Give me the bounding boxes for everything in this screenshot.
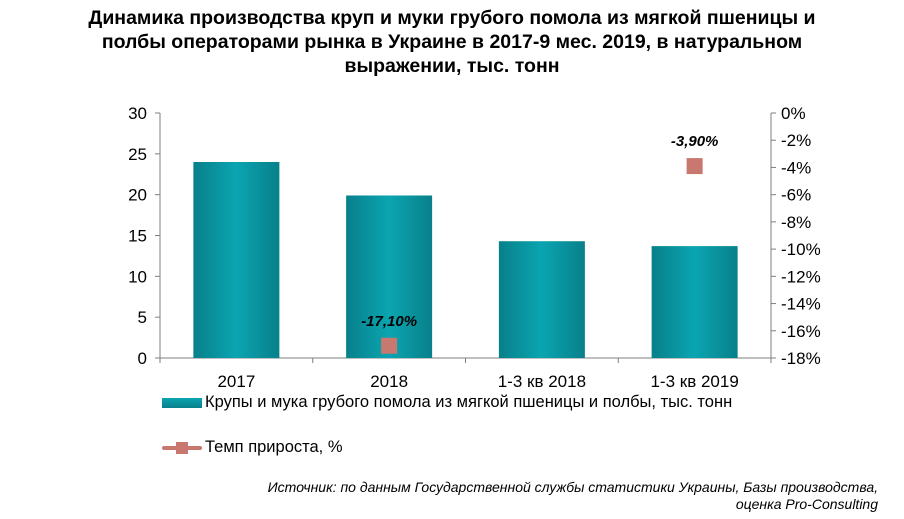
legend-bars-label: Крупы и мука грубого помола из мягкой пш… — [205, 393, 733, 411]
growth-data-label: -17,10% — [361, 313, 417, 330]
source-line-2: оценка Pro-Consulting — [735, 496, 878, 512]
growth-data-label: -3,90% — [671, 133, 719, 150]
right-tick-label: -8% — [781, 213, 811, 232]
right-tick-label: -16% — [781, 322, 821, 341]
bar — [651, 246, 738, 358]
legend-line-swatch — [162, 441, 202, 455]
chart-title-line-3: выражении, тыс. тонн — [344, 55, 560, 77]
category-label: 2018 — [370, 372, 408, 391]
legend-growth-label: Темп прироста, % — [205, 438, 343, 456]
growth-marker — [381, 337, 398, 354]
legend-item-bars: Крупы и мука грубого помола из мягкой пш… — [162, 393, 732, 412]
right-tick-label: -14% — [781, 295, 821, 314]
left-tick-label: 30 — [128, 104, 147, 123]
chart-title: Динамика производства круп и муки грубог… — [0, 6, 904, 78]
category-label: 2017 — [217, 372, 255, 391]
source-line-1: Источник: по данным Государственной служ… — [267, 479, 878, 495]
legend-marker-icon — [176, 441, 188, 454]
legend-bar-swatch — [162, 397, 202, 408]
source-note: Источник: по данным Государственной служ… — [268, 479, 878, 513]
right-tick-label: -4% — [781, 158, 811, 177]
right-tick-label: -12% — [781, 267, 821, 286]
left-tick-label: 15 — [128, 227, 147, 246]
left-tick-label: 5 — [138, 308, 147, 327]
legend-item-growth: Темп прироста, % — [162, 438, 343, 457]
bar — [346, 195, 433, 358]
right-tick-label: 0% — [781, 104, 806, 123]
bar — [193, 162, 280, 358]
category-label: 1-3 кв 2019 — [650, 372, 738, 391]
bar — [498, 241, 585, 358]
right-tick-label: -10% — [781, 240, 821, 259]
right-tick-label: -2% — [781, 131, 811, 150]
left-tick-label: 20 — [128, 186, 147, 205]
left-tick-label: 0 — [138, 349, 147, 368]
chart-title-line-2: полбы операторами рынка в Украине в 2017… — [101, 31, 803, 53]
chart-title-line-1: Динамика производства круп и муки грубог… — [88, 7, 816, 29]
left-tick-label: 10 — [128, 267, 147, 286]
category-label: 1-3 кв 2018 — [498, 372, 586, 391]
growth-marker — [686, 158, 703, 175]
left-tick-label: 25 — [128, 145, 147, 164]
right-tick-label: -18% — [781, 349, 821, 368]
right-tick-label: -6% — [781, 186, 811, 205]
